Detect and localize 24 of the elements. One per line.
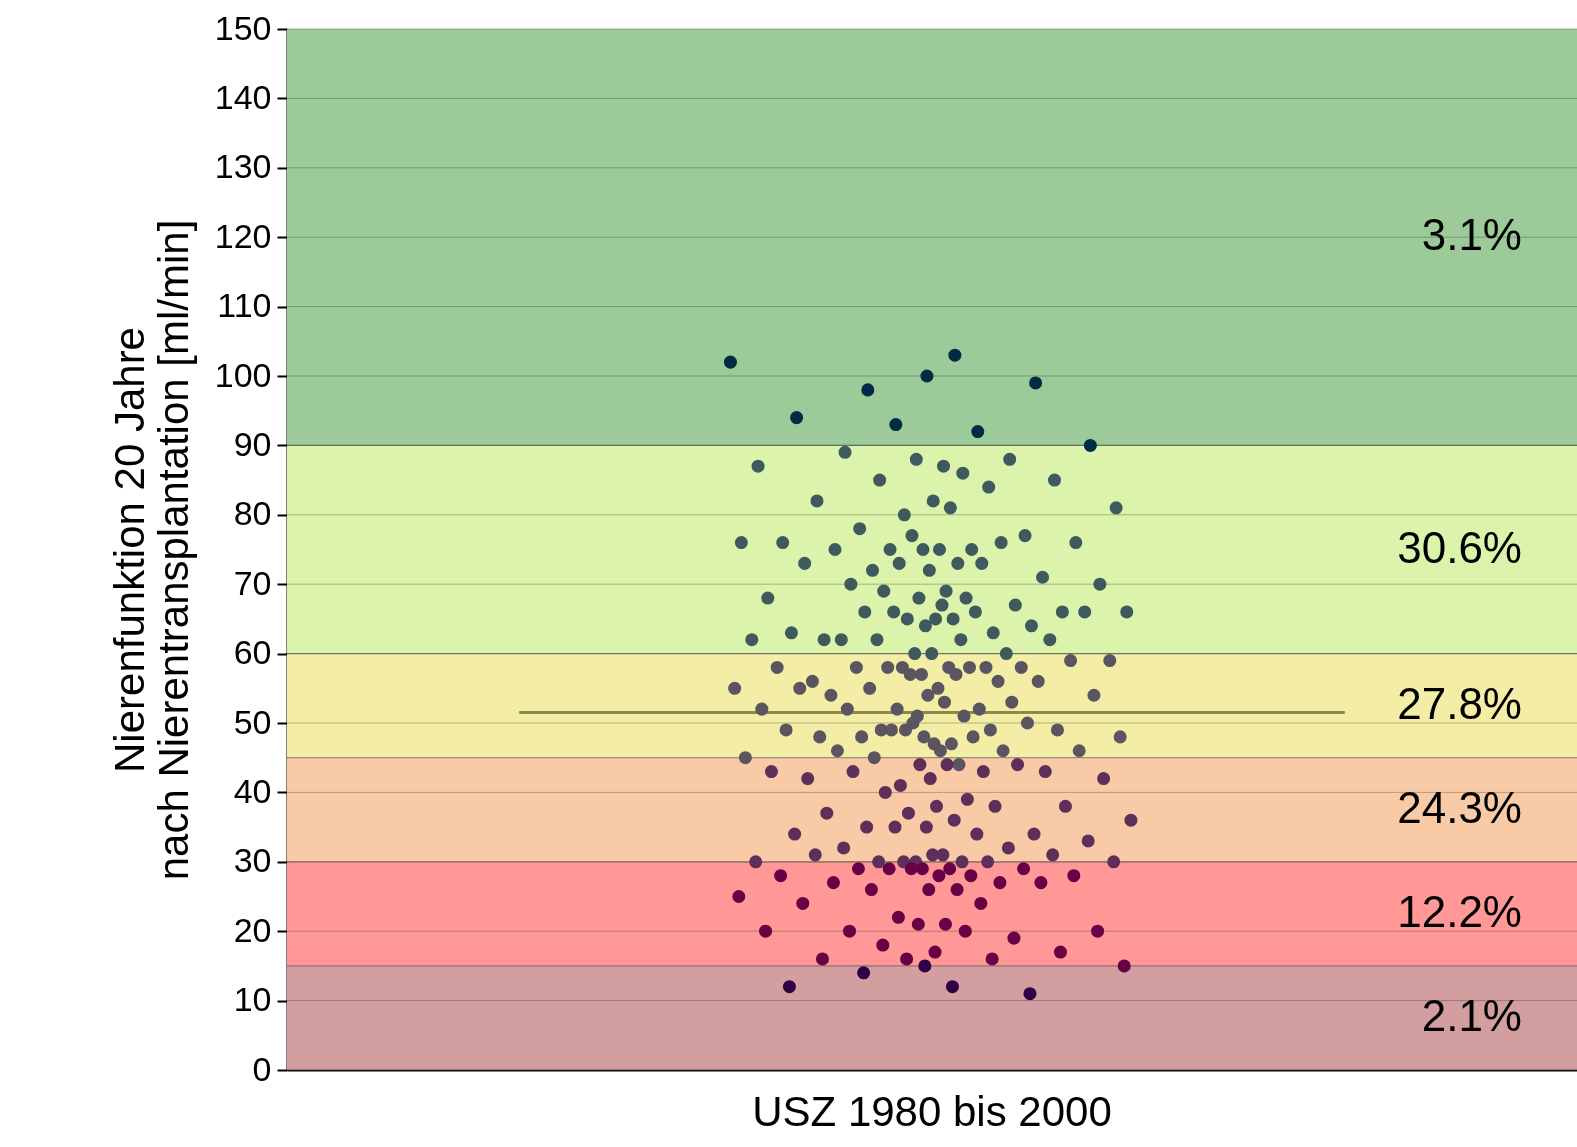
y-tick-label: 120 bbox=[214, 216, 272, 255]
y-tick-label: 0 bbox=[252, 1049, 272, 1088]
y-tick-label: 60 bbox=[233, 633, 272, 672]
band-label: 27.8% bbox=[1397, 678, 1522, 728]
y-tick-label: 20 bbox=[233, 910, 272, 949]
y-tick-label: 40 bbox=[233, 771, 272, 810]
y-tick-label: 50 bbox=[233, 702, 272, 741]
band-label: 2.1% bbox=[1421, 990, 1522, 1040]
y-tick-label: 150 bbox=[214, 8, 272, 47]
y-tick-label: 80 bbox=[233, 494, 272, 533]
y-axis-title: Nierenfunktion 20 Jahre nach Nierentransplantation [ml/min] bbox=[105, 219, 197, 881]
band-label: 12.2% bbox=[1397, 886, 1522, 936]
x-tick-label: USZ 1980 bis 2000 bbox=[752, 1087, 1112, 1135]
band-label: 24.3% bbox=[1397, 782, 1522, 832]
y-tick-label: 10 bbox=[233, 980, 272, 1019]
band-label: 3.1% bbox=[1421, 210, 1522, 260]
y-tick-label: 70 bbox=[233, 563, 272, 602]
y-tick-label: 100 bbox=[214, 355, 272, 394]
band-label: 30.6% bbox=[1397, 522, 1522, 572]
y-tick-label: 30 bbox=[233, 841, 272, 880]
y-tick-label: 140 bbox=[214, 77, 272, 116]
y-tick-label: 110 bbox=[217, 286, 272, 325]
y-tick-label: 130 bbox=[214, 147, 272, 186]
y-tick-label: 90 bbox=[233, 424, 272, 463]
